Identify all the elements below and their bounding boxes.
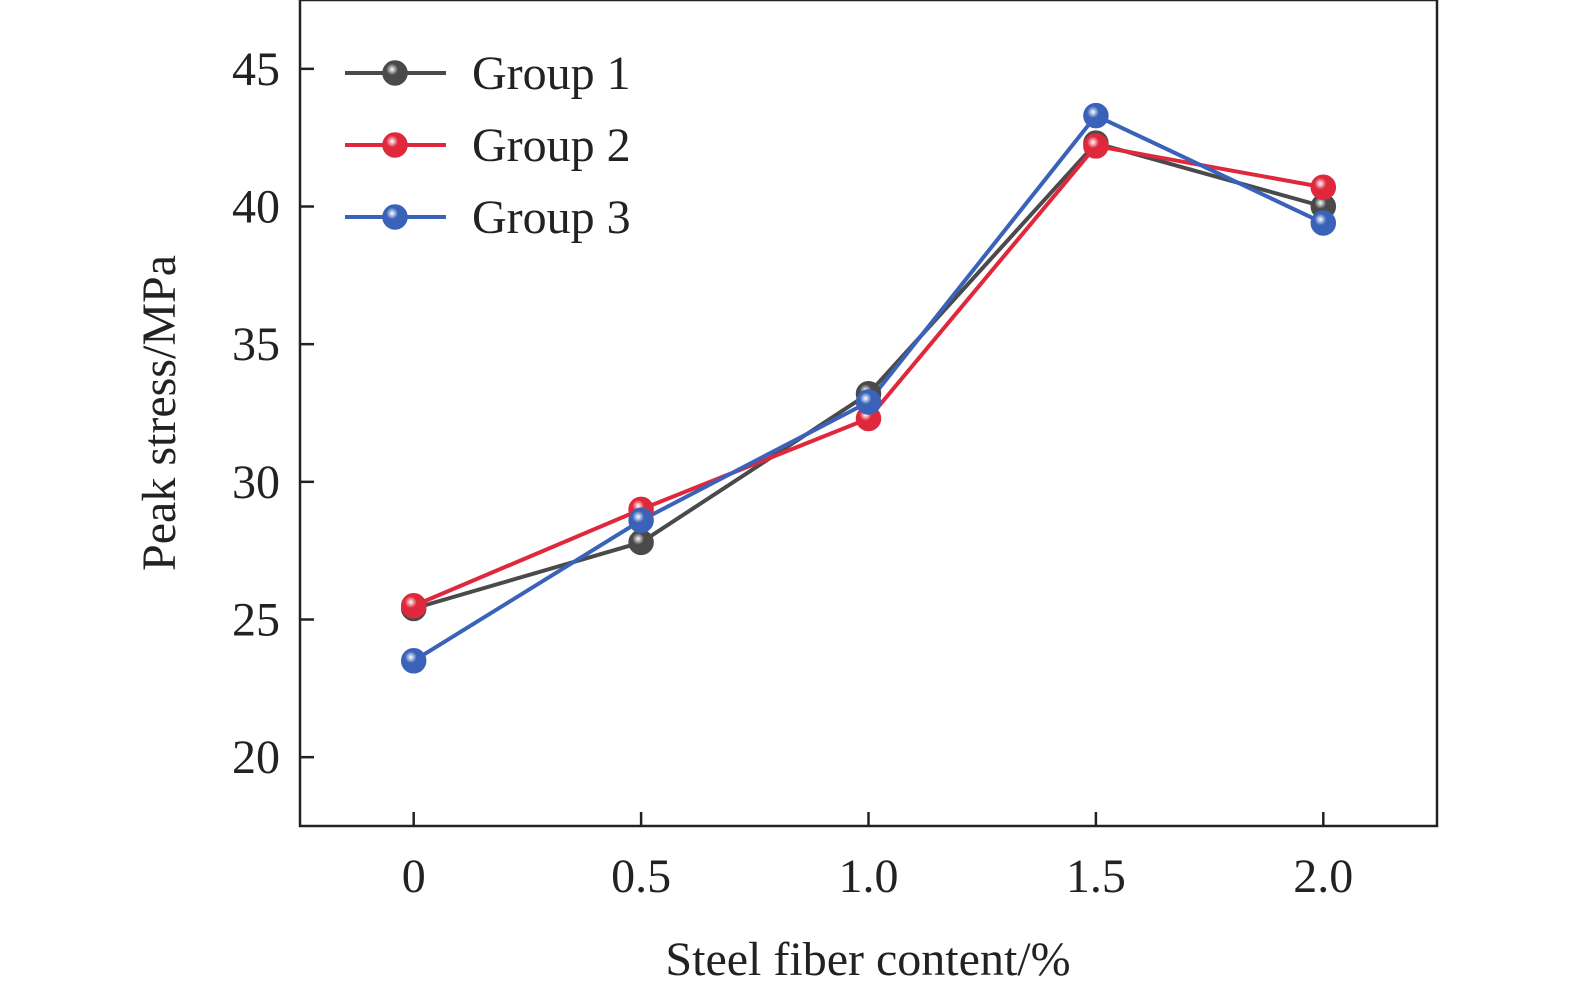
legend-label-group-3: Group 3 [472, 191, 631, 244]
legend-label-group-1: Group 1 [472, 47, 631, 100]
y-tick-label: 35 [232, 318, 280, 371]
y-tick-label: 40 [232, 181, 280, 234]
y-axis: 20 25 30 35 40 45 [232, 43, 314, 784]
legend-label-group-2: Group 2 [472, 119, 631, 172]
data-point-group-2 [400, 592, 427, 619]
data-point-group-3 [855, 389, 882, 415]
legend-marker-group-1 [382, 60, 408, 86]
data-point-group-2 [1083, 133, 1109, 159]
x-tick-label: 2.0 [1293, 850, 1353, 903]
y-tick-label: 20 [232, 731, 280, 784]
data-point-group-3 [1310, 210, 1337, 236]
x-tick-label: 0.5 [611, 850, 671, 903]
data-point-group-3 [400, 648, 427, 674]
y-axis-title: Peak stress/MPa [133, 255, 186, 571]
x-tick-label: 1.5 [1066, 850, 1126, 903]
legend-marker-group-2 [382, 132, 408, 158]
y-tick-label: 25 [232, 594, 280, 647]
data-point-group-2 [1310, 174, 1337, 200]
x-axis-title: Steel fiber content/% [665, 933, 1070, 986]
legend: Group 1 Group 2 Group 3 [345, 47, 631, 244]
y-tick-label: 45 [232, 43, 280, 96]
x-tick-label: 0 [402, 850, 426, 903]
data-point-group-3 [628, 507, 654, 534]
series-layer [400, 102, 1337, 674]
y-tick-label: 30 [232, 456, 280, 509]
data-point-group-3 [1083, 102, 1109, 129]
data-point-group-1 [628, 529, 654, 556]
legend-marker-group-3 [382, 204, 408, 230]
x-tick-label: 1.0 [839, 850, 899, 903]
x-axis: 0 0.5 1.0 1.5 2.0 [402, 812, 1353, 903]
